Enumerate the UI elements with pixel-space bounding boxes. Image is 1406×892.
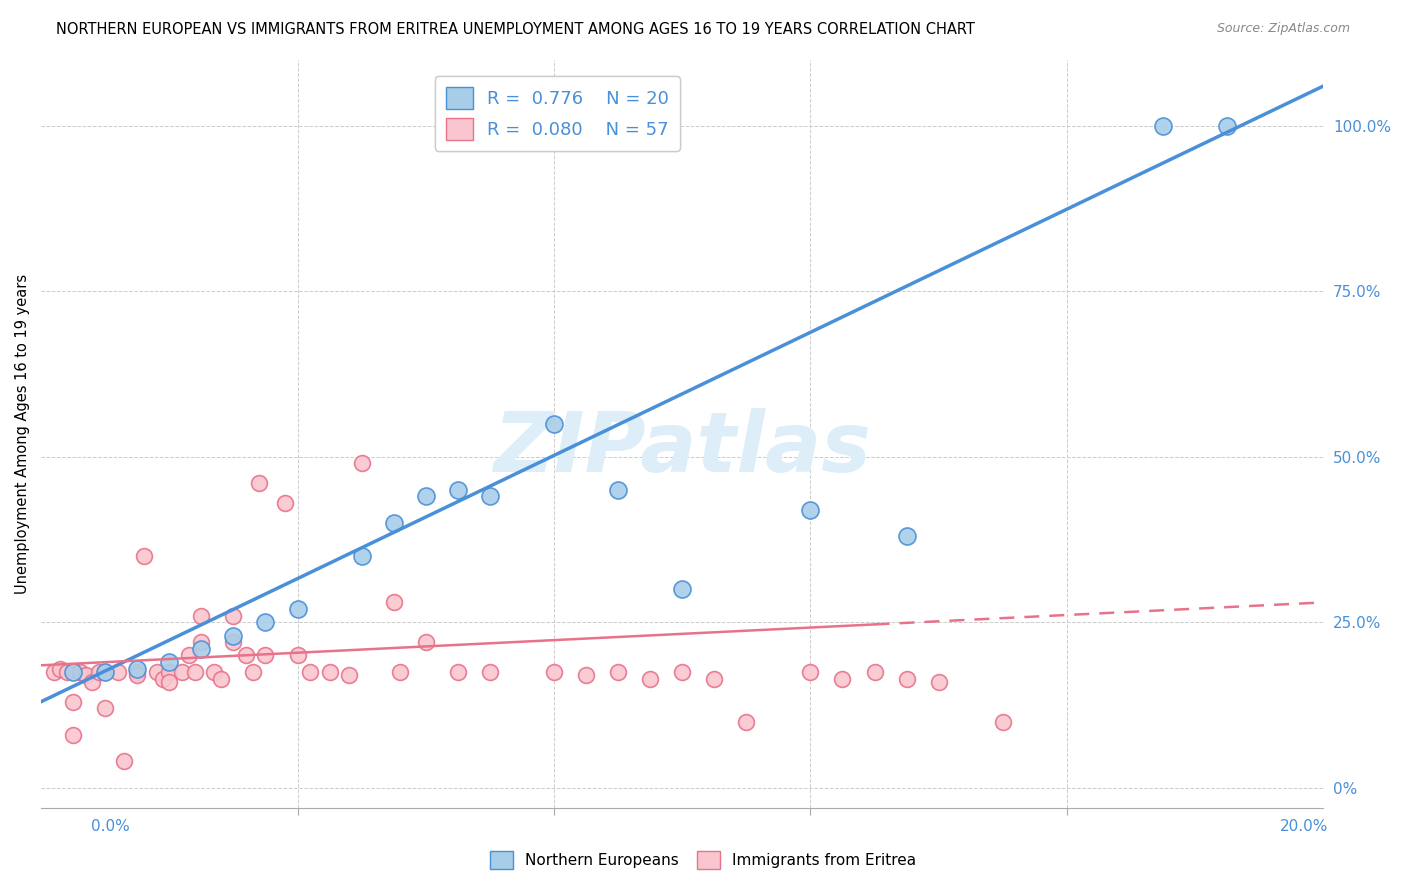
Point — [157, 674, 180, 689]
Point — [127, 662, 149, 676]
Point — [49, 662, 72, 676]
Point — [337, 668, 360, 682]
Point — [55, 665, 77, 679]
Point — [87, 665, 110, 679]
Point — [287, 602, 309, 616]
Point — [157, 665, 180, 679]
Text: 0.0%: 0.0% — [91, 820, 131, 834]
Point — [132, 549, 155, 563]
Point — [991, 714, 1014, 729]
Point — [478, 665, 501, 679]
Point — [75, 668, 97, 682]
Point — [415, 490, 437, 504]
Text: ZIPatlas: ZIPatlas — [494, 408, 872, 489]
Point — [671, 582, 693, 597]
Point — [607, 483, 630, 497]
Point — [638, 672, 661, 686]
Point — [254, 615, 277, 630]
Point — [145, 665, 167, 679]
Point — [799, 502, 821, 516]
Point — [172, 665, 194, 679]
Point — [222, 635, 245, 649]
Point — [831, 672, 853, 686]
Point — [382, 516, 405, 530]
Point — [389, 665, 412, 679]
Point — [222, 628, 245, 642]
Point — [82, 674, 104, 689]
Point — [447, 483, 470, 497]
Point — [543, 665, 565, 679]
Y-axis label: Unemployment Among Ages 16 to 19 years: Unemployment Among Ages 16 to 19 years — [15, 274, 30, 594]
Point — [62, 665, 84, 679]
Point — [254, 648, 277, 663]
Text: Source: ZipAtlas.com: Source: ZipAtlas.com — [1216, 22, 1350, 36]
Point — [62, 695, 84, 709]
Point — [299, 665, 322, 679]
Point — [575, 668, 598, 682]
Point — [863, 665, 886, 679]
Text: NORTHERN EUROPEAN VS IMMIGRANTS FROM ERITREA UNEMPLOYMENT AMONG AGES 16 TO 19 YE: NORTHERN EUROPEAN VS IMMIGRANTS FROM ERI… — [56, 22, 976, 37]
Legend: R =  0.776    N = 20, R =  0.080    N = 57: R = 0.776 N = 20, R = 0.080 N = 57 — [434, 76, 681, 151]
Point — [318, 665, 340, 679]
Point — [478, 490, 501, 504]
Point — [69, 665, 91, 679]
Point — [235, 648, 257, 663]
Point — [222, 608, 245, 623]
Point — [190, 641, 212, 656]
Point — [184, 665, 207, 679]
Point — [62, 728, 84, 742]
Point — [607, 665, 630, 679]
Point — [42, 665, 65, 679]
Point — [1216, 119, 1239, 133]
Text: 20.0%: 20.0% — [1281, 820, 1329, 834]
Point — [127, 665, 149, 679]
Point — [209, 672, 232, 686]
Point — [350, 457, 373, 471]
Point — [190, 608, 212, 623]
Point — [896, 529, 918, 543]
Point — [703, 672, 725, 686]
Point — [415, 635, 437, 649]
Point — [382, 595, 405, 609]
Point — [543, 417, 565, 431]
Point — [274, 496, 297, 510]
Point — [107, 665, 129, 679]
Point — [350, 549, 373, 563]
Point — [127, 668, 149, 682]
Point — [928, 674, 950, 689]
Point — [735, 714, 758, 729]
Point — [447, 665, 470, 679]
Point — [94, 701, 117, 715]
Point — [896, 672, 918, 686]
Point — [94, 665, 117, 679]
Point — [157, 655, 180, 669]
Point — [114, 754, 136, 768]
Point — [1152, 119, 1174, 133]
Legend: Northern Europeans, Immigrants from Eritrea: Northern Europeans, Immigrants from Erit… — [484, 845, 922, 875]
Point — [94, 665, 117, 679]
Point — [190, 635, 212, 649]
Point — [152, 672, 174, 686]
Point — [247, 476, 270, 491]
Point — [202, 665, 225, 679]
Point — [799, 665, 821, 679]
Point — [671, 665, 693, 679]
Point — [242, 665, 264, 679]
Point — [287, 648, 309, 663]
Point — [177, 648, 200, 663]
